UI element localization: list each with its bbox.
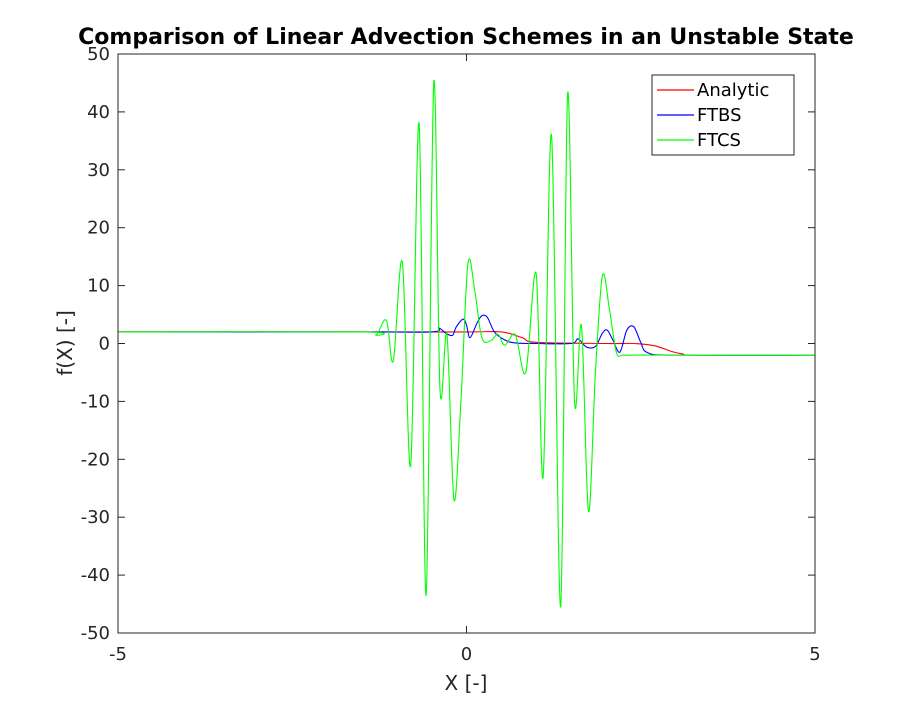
y-axis-label: f(X) [-] <box>53 310 77 376</box>
chart-title: Comparison of Linear Advection Schemes i… <box>78 25 854 50</box>
legend-label-ftcs: FTCS <box>697 130 741 151</box>
y-tick-label: 20 <box>87 218 110 239</box>
y-tick-label: 50 <box>87 44 110 65</box>
y-tick-label: 30 <box>87 160 110 181</box>
legend-label-analytic: Analytic <box>697 80 769 101</box>
y-tick-label: -40 <box>81 565 110 586</box>
y-tick-label: -50 <box>81 623 110 644</box>
series-line-ftbs <box>118 314 816 356</box>
y-tick-label: 10 <box>87 276 110 297</box>
x-axis-ticks: -5 0 5 <box>109 54 821 665</box>
y-axis-ticks: 50 40 30 20 10 0 -10 -20 -30 -40 -50 <box>81 44 815 644</box>
x-tick-label: -5 <box>109 644 127 665</box>
y-tick-label: 40 <box>87 102 110 123</box>
x-tick-label: 0 <box>461 644 472 665</box>
y-tick-label: -30 <box>81 507 110 528</box>
y-tick-label: -10 <box>81 391 110 412</box>
series-line-ftcs <box>117 79 815 608</box>
y-tick-label: -20 <box>81 449 110 470</box>
x-axis-label: X [-] <box>445 671 488 695</box>
legend: Analytic FTBS FTCS <box>651 74 795 156</box>
series-layer <box>117 79 816 608</box>
x-tick-label: 5 <box>809 644 820 665</box>
y-tick-label: 0 <box>99 334 110 355</box>
legend-label-ftbs: FTBS <box>697 105 742 126</box>
